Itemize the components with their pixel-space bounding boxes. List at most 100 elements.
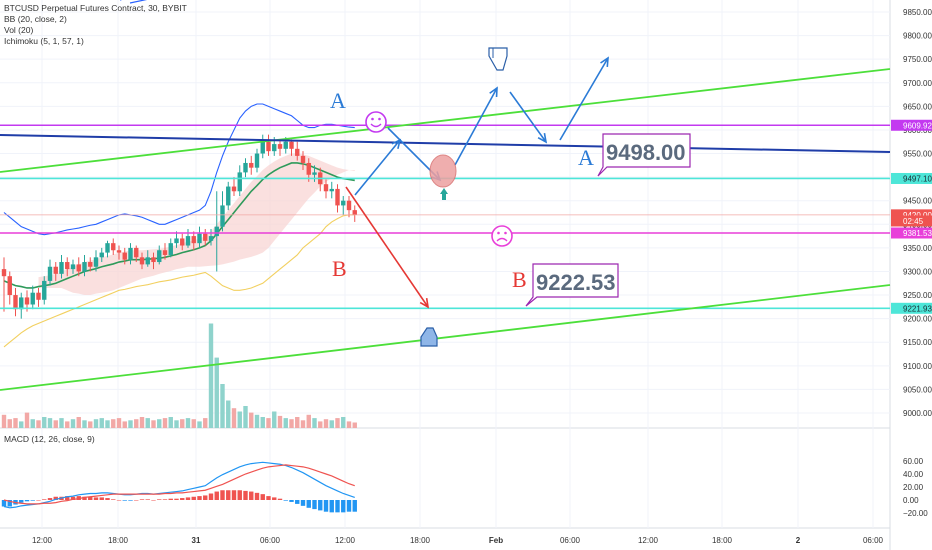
volume-bar — [197, 421, 202, 428]
vol-legend[interactable]: Vol (20) — [4, 25, 34, 35]
candle-body — [243, 162, 248, 173]
frown-icon — [491, 225, 513, 247]
price-tag-bg — [891, 209, 932, 221]
candle-body — [260, 141, 265, 154]
volume-bar — [260, 417, 265, 428]
macd-histogram-bar — [283, 500, 288, 501]
candle-body — [157, 250, 162, 263]
candle-body — [47, 266, 53, 281]
candle-body — [323, 184, 329, 192]
price-tag-bg — [891, 227, 932, 239]
macd-histogram-bar — [82, 496, 87, 500]
candle-body — [168, 243, 173, 255]
volume-bar — [168, 417, 173, 428]
macd-histogram-bar — [197, 496, 202, 500]
candle-body — [203, 233, 208, 241]
volume-bar — [42, 417, 47, 428]
label-b-box: B — [512, 267, 527, 292]
hand-down-icon — [488, 47, 508, 71]
volume-bar — [318, 421, 323, 428]
macd-histogram-bar — [335, 500, 340, 513]
volume-bar — [249, 412, 254, 428]
candle-body — [82, 262, 87, 272]
macd-legend[interactable]: MACD (12, 26, close, 9) — [4, 434, 95, 444]
label-b-top: B — [332, 256, 347, 281]
macd-histogram-bar — [134, 500, 139, 501]
macd-histogram-bar — [151, 500, 156, 501]
macd-histogram-bar — [162, 499, 168, 500]
macd-histogram-bar — [122, 500, 127, 501]
volume-bar — [162, 418, 168, 428]
macd-tick-label: 20.00 — [903, 483, 924, 492]
volume-bar — [36, 420, 41, 428]
time-tick-label: Feb — [489, 536, 503, 545]
smile-icon — [365, 111, 387, 133]
candle-body — [185, 236, 191, 246]
price-tag-label: 02:45 — [903, 217, 924, 226]
volume-bar — [47, 418, 53, 428]
bb-legend[interactable]: BB (20, close, 2) — [4, 14, 67, 24]
volume-bar — [59, 418, 64, 428]
macd-histogram-bar — [145, 499, 150, 500]
macd-histogram-bar — [254, 492, 260, 500]
macd-histogram-bar — [214, 491, 219, 500]
price-axis[interactable]: 9850.009800.009750.009700.009650.009600.… — [903, 8, 932, 418]
price-tag-label: 9609.92 — [903, 121, 932, 130]
box-a-value: 9498.00 — [606, 140, 686, 165]
annotation-box-b[interactable]: 9222.53 — [525, 263, 619, 307]
macd-histogram-bar — [168, 498, 173, 500]
macd-histogram-bar — [185, 497, 191, 500]
candle-body — [93, 257, 99, 267]
volume-bar — [352, 422, 357, 428]
symbol-legend[interactable]: BTCUSD Perpetual Futures Contract, 30, B… — [4, 3, 187, 13]
macd-histogram-bar — [105, 498, 110, 500]
price-tag-bg — [891, 119, 932, 131]
candle-body — [266, 141, 271, 152]
macd-histogram-bar — [329, 500, 334, 513]
candle-body — [335, 188, 340, 206]
candle-body — [88, 262, 93, 267]
volume-bar — [191, 419, 196, 428]
candle-body — [65, 262, 70, 270]
annotation-box-a[interactable]: 9498.00 — [597, 133, 691, 177]
candle-body — [272, 144, 277, 152]
candle-body — [19, 297, 24, 310]
macd-histogram-bar — [208, 493, 214, 500]
volume-bar — [99, 418, 104, 428]
volume-bar — [329, 420, 334, 428]
bb-upper — [3, 103, 355, 236]
macd-histogram-bar — [226, 490, 231, 500]
macd-histogram-bar — [53, 496, 58, 500]
green-trend-lower — [0, 284, 891, 391]
volume-bar — [151, 420, 156, 428]
ichimoku-fill — [38, 153, 355, 296]
price-tag-bg — [891, 302, 932, 314]
green-trend-upper — [0, 68, 891, 173]
blue-arrow-up-3 — [559, 57, 609, 141]
horizontal-levels — [0, 124, 890, 310]
macd-histogram-bar — [88, 496, 93, 500]
macd-histogram-bar — [93, 497, 99, 500]
time-tick-label: 06:00 — [260, 536, 281, 545]
ichimoku-legend[interactable]: Ichimoku (5, 1, 57, 1) — [4, 36, 84, 46]
time-axis[interactable]: 12:00 18:00 31 06:00 12:00 18:00 Feb 06:00 12:00… — [32, 536, 884, 545]
time-tick-label: 18:00 — [712, 536, 733, 545]
volume-bar — [30, 419, 35, 428]
price-tick-label: 9300.00 — [903, 267, 932, 276]
volume-bar — [208, 323, 214, 428]
volume-bar — [19, 421, 24, 428]
box-b-value: 9222.53 — [536, 270, 616, 295]
macd-histogram-bar — [346, 500, 352, 512]
label-a-top: A — [330, 88, 346, 113]
candle-body — [99, 252, 104, 258]
volume-bar — [272, 411, 277, 428]
macd-histogram-bar — [289, 500, 294, 502]
macd-histogram-bar — [260, 494, 265, 500]
volume-bar — [323, 419, 329, 428]
candle-body — [7, 276, 12, 296]
volume-bar — [306, 414, 311, 428]
macd-histogram-bar — [243, 490, 248, 500]
macd-histogram-bar — [300, 500, 306, 506]
macd-histogram-bar — [220, 490, 225, 500]
trendlines — [0, 0, 891, 391]
